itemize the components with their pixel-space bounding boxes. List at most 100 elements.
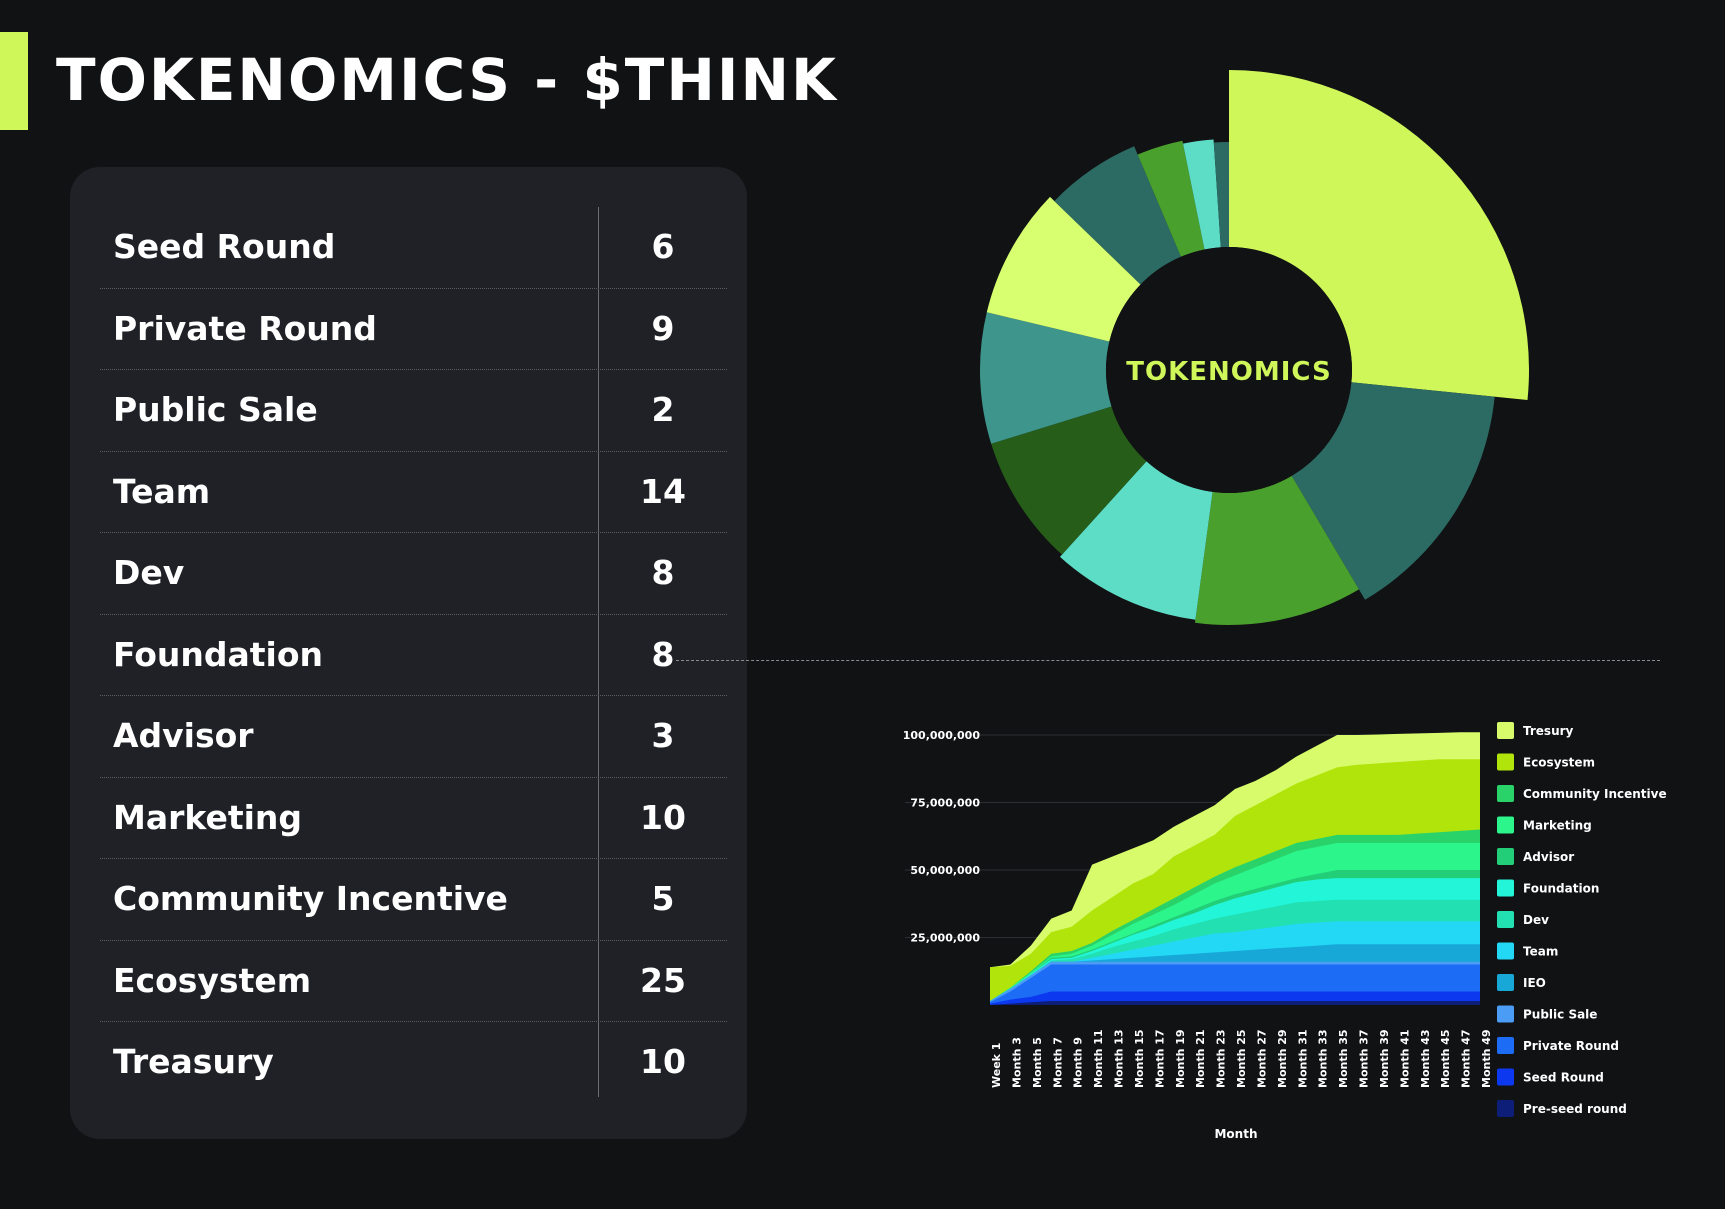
row-label: Seed Round — [113, 227, 336, 266]
donut-hole — [1106, 247, 1352, 493]
x-axis-label: Month — [1214, 1127, 1257, 1141]
x-tick-label: Month 31 — [1296, 1029, 1309, 1088]
legend-label: Tresury — [1523, 724, 1574, 738]
accent-bar — [0, 32, 28, 130]
table-row: Team 14 — [100, 452, 727, 533]
legend-swatch — [1497, 1100, 1514, 1117]
y-tick-label: 50,000,000 — [910, 864, 980, 877]
x-tick-label: Month 25 — [1235, 1029, 1248, 1088]
x-tick-label: Month 45 — [1439, 1029, 1452, 1088]
x-tick-label: Month 19 — [1174, 1029, 1187, 1088]
x-tick-label: Month 9 — [1072, 1037, 1085, 1088]
table-row: Marketing 10 — [100, 778, 727, 859]
page-title: TOKENOMICS - $THINK — [56, 46, 838, 114]
row-value: 14 — [640, 471, 686, 511]
table-row: Private Round 9 — [100, 289, 727, 370]
x-tick-label: Month 5 — [1031, 1037, 1044, 1088]
allocation-table: Seed Round 6 Private Round 9 Public Sale 2 Tea… — [100, 207, 727, 1103]
x-tick-label: Month 35 — [1337, 1029, 1350, 1088]
row-value: 6 — [651, 227, 675, 266]
legend-label: Team — [1523, 945, 1558, 959]
legend-swatch — [1497, 848, 1514, 865]
row-value: 5 — [651, 879, 675, 918]
legend-label: Dev — [1523, 913, 1549, 927]
donut-slice — [979, 312, 1112, 444]
legend-label: Private Round — [1523, 1039, 1619, 1053]
table-row: Ecosystem 25 — [100, 941, 727, 1022]
legend-label: Marketing — [1523, 819, 1592, 833]
legend-swatch — [1497, 974, 1514, 991]
x-tick-label: Month 49 — [1480, 1029, 1493, 1088]
x-tick-label: Month 29 — [1276, 1029, 1289, 1088]
donut-slice — [1229, 70, 1529, 401]
donut-slice — [986, 196, 1141, 342]
y-tick-label: 25,000,000 — [910, 932, 980, 945]
legend-swatch — [1497, 1068, 1514, 1086]
legend-label: Seed Round — [1523, 1071, 1604, 1085]
allocation-card: Seed Round 6 Private Round 9 Public Sale 2 Tea… — [70, 167, 747, 1139]
row-label: Private Round — [113, 308, 377, 348]
row-label: Community Incentive — [113, 879, 508, 918]
x-tick-label: Month 37 — [1358, 1029, 1371, 1088]
row-label: Foundation — [113, 634, 324, 674]
dashed-separator — [676, 660, 1660, 661]
donut-slice — [1054, 146, 1181, 285]
legend-swatch — [1497, 1037, 1514, 1054]
legend-swatch — [1497, 722, 1514, 739]
legend-swatch — [1497, 942, 1514, 960]
legend-label: Ecosystem — [1523, 756, 1595, 770]
column-divider — [598, 207, 599, 1097]
y-tick-label: 75,000,000 — [910, 797, 980, 810]
row-value: 3 — [651, 716, 675, 755]
legend-swatch — [1497, 911, 1514, 928]
table-row: Dev 8 — [100, 533, 727, 615]
x-tick-label: Month 41 — [1398, 1029, 1411, 1088]
x-tick-label: Month 47 — [1460, 1029, 1473, 1088]
row-label: Advisor — [113, 716, 254, 755]
legend-label: Community Incentive — [1523, 787, 1667, 801]
x-tick-label: Month 21 — [1194, 1029, 1207, 1088]
x-tick-label: Week 1 — [990, 1043, 1003, 1088]
x-tick-label: Month 15 — [1133, 1029, 1146, 1088]
row-label: Public Sale — [113, 390, 318, 429]
legend-label: Public Sale — [1523, 1008, 1597, 1022]
donut-slice — [1291, 382, 1495, 600]
table-row: Community Incentive 5 — [100, 859, 727, 941]
legend-label: Pre-seed round — [1523, 1102, 1627, 1116]
donut-slice — [1213, 142, 1229, 248]
donut-center-label: TOKENOMICS — [1126, 357, 1331, 387]
row-label: Treasury — [113, 1042, 274, 1081]
table-row: Foundation 8 — [100, 615, 727, 696]
table-row: Public Sale 2 — [100, 370, 727, 452]
donut-slice — [1195, 475, 1359, 625]
x-tick-label: Month 39 — [1378, 1029, 1391, 1088]
x-tick-label: Month 11 — [1092, 1029, 1105, 1088]
row-label: Team — [113, 471, 211, 511]
legend-swatch — [1497, 879, 1514, 897]
legend-swatch — [1497, 1005, 1514, 1023]
x-tick-label: Month 43 — [1419, 1029, 1432, 1088]
legend-label: Foundation — [1523, 882, 1599, 896]
row-value: 10 — [640, 797, 686, 837]
row-label: Marketing — [113, 797, 303, 837]
row-label: Dev — [113, 553, 185, 592]
row-value: 10 — [640, 1042, 686, 1081]
row-value: 8 — [651, 553, 675, 592]
x-tick-label: Month 17 — [1153, 1029, 1166, 1088]
y-tick-label: 100,000,000 — [903, 729, 981, 742]
donut-slice — [1137, 140, 1205, 257]
row-value: 8 — [651, 634, 675, 674]
row-value: 2 — [651, 390, 675, 429]
x-tick-label: Month 27 — [1255, 1029, 1268, 1088]
x-tick-label: Month 23 — [1215, 1029, 1228, 1088]
donut-slice — [1059, 461, 1213, 620]
legend-label: IEO — [1523, 976, 1546, 990]
row-label: Ecosystem — [113, 960, 312, 1000]
table-row: Treasury 10 — [100, 1022, 727, 1103]
legend-swatch — [1497, 785, 1514, 802]
x-tick-label: Month 3 — [1010, 1037, 1023, 1088]
x-tick-label: Month 7 — [1051, 1037, 1064, 1088]
table-row: Advisor 3 — [100, 696, 727, 778]
table-row: Seed Round 6 — [100, 207, 727, 289]
